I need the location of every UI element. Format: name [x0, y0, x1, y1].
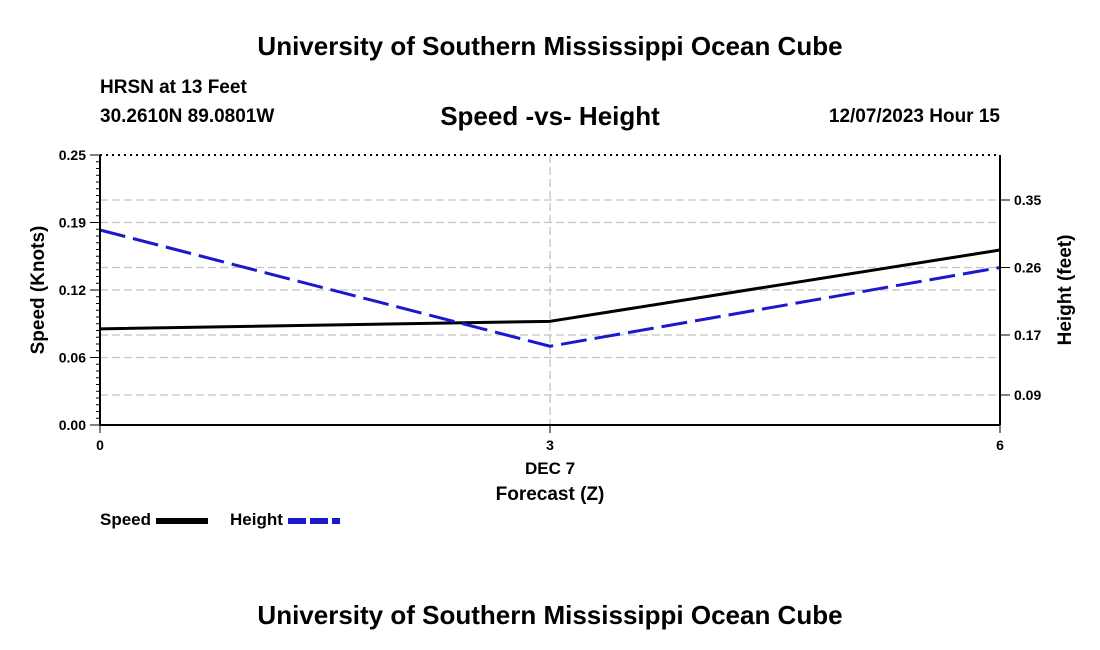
site-title-bottom: University of Southern Mississippi Ocean… [257, 600, 843, 630]
x-date-label: DEC 7 [525, 459, 575, 478]
y2-tick-label: 0.17 [1014, 327, 1041, 343]
y-tick-label: 0.00 [59, 417, 86, 433]
x-axis-label: Forecast (Z) [496, 484, 605, 505]
y-tick-label: 0.06 [59, 350, 86, 366]
site-title-top: University of Southern Mississippi Ocean… [257, 31, 843, 61]
x-tick-label: 0 [96, 437, 104, 453]
y-tick-label: 0.12 [59, 282, 86, 298]
y2-tick-label: 0.09 [1014, 387, 1041, 403]
y-tick-label: 0.19 [59, 215, 86, 231]
forecast-date-label: 12/07/2023 Hour 15 [828, 106, 1000, 127]
legend-height-label: Height [230, 510, 283, 529]
legend-speed-label: Speed [100, 510, 152, 529]
y2-tick-label: 0.35 [1014, 192, 1041, 208]
chart-title: Speed -vs- Height [440, 101, 660, 131]
station-coordinates: 30.2610N 89.0801W [100, 106, 275, 127]
y2-tick-label: 0.26 [1014, 260, 1041, 276]
y-axis-label: Speed (Knots) [28, 226, 49, 355]
legend-item-speed: Speed [100, 510, 208, 530]
x-tick-label: 6 [996, 437, 1004, 453]
series-line-speed [99, 248, 1001, 331]
y2-axis-label: Height (feet) [1055, 235, 1076, 346]
x-tick-label: 3 [546, 437, 554, 453]
legend-height-swatch [287, 517, 340, 524]
series-line-height [99, 228, 1001, 348]
legend-speed-swatch [155, 517, 208, 524]
station-label: HRSN at 13 Feet [100, 77, 247, 98]
legend-item-height: Height [230, 510, 340, 530]
y-tick-label: 0.25 [59, 147, 86, 163]
